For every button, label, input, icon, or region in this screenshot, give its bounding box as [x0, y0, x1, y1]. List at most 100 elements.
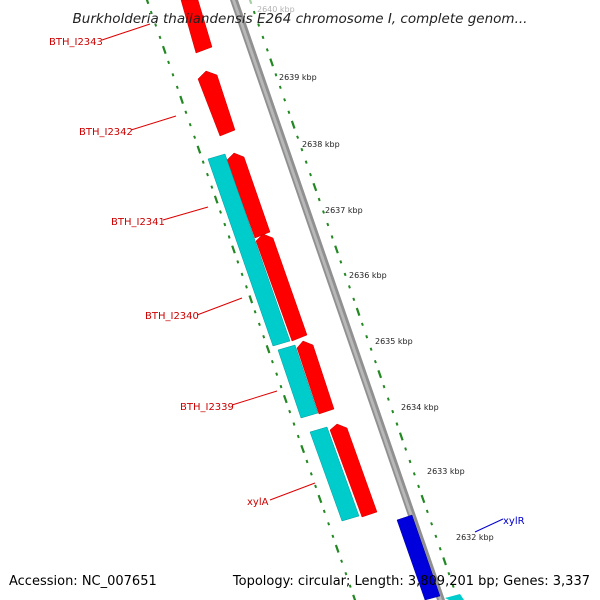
- gene-label-xylr[interactable]: xylR: [503, 516, 525, 527]
- inner-ruler-tick: [245, 285, 248, 289]
- gene-arrow-bth-i2339[interactable]: [296, 340, 335, 415]
- tick-label-2637: 2637 kbp: [325, 206, 363, 215]
- gene-label-bth-i2341[interactable]: BTH_I2341: [111, 217, 165, 228]
- inner-ruler-tick: [231, 245, 236, 254]
- outer-ruler-tick: [343, 272, 347, 277]
- outer-ruler-tick: [309, 172, 312, 177]
- gene-labels: BTH_I2343 BTH_I2342 BTH_I2341 BTH_I2340 …: [49, 37, 525, 527]
- outer-ruler-tick: [369, 347, 373, 351]
- outer-ruler-tick: [287, 110, 291, 115]
- label-connectors: [101, 23, 504, 533]
- outer-ruler-tick: [438, 546, 442, 551]
- inner-ruler-tick: [279, 384, 283, 389]
- top-fade: [248, 0, 288, 10]
- inner-ruler-tick: [265, 345, 271, 354]
- connector-xyla: [269, 482, 316, 501]
- outer-ruler-tick: [373, 359, 377, 364]
- inner-ruler-tick: [145, 0, 150, 5]
- inner-ruler-tick: [179, 95, 184, 104]
- outer-ruler-tick: [269, 58, 274, 67]
- inner-tick-ruler: [145, 0, 357, 600]
- outer-ruler-tick: [395, 422, 399, 426]
- gene-arrow-bth-i2340[interactable]: [255, 233, 308, 342]
- outer-ruler-tick: [290, 120, 296, 129]
- inner-ruler-tick: [270, 359, 274, 364]
- inner-ruler-tick: [305, 459, 309, 464]
- outer-ruler-tick: [278, 85, 282, 90]
- outer-ruler-tick: [252, 10, 256, 15]
- gene-label-bth-i2340[interactable]: BTH_I2340: [145, 311, 199, 322]
- inner-ruler-tick: [201, 160, 205, 164]
- inner-ruler-tick: [296, 434, 300, 439]
- outer-ruler-tick: [296, 135, 300, 139]
- outer-ruler-tick: [451, 584, 455, 588]
- inner-ruler-tick: [288, 409, 292, 414]
- inner-ruler-tick: [188, 122, 192, 127]
- outer-ruler-tick: [442, 557, 447, 566]
- outer-ruler-tick: [430, 522, 434, 526]
- inner-ruler-tick: [334, 544, 340, 553]
- outer-ruler-tick: [386, 397, 390, 401]
- connector-bth-i2343: [101, 23, 151, 41]
- outer-ruler-tick: [261, 35, 265, 40]
- inner-ruler-tick: [331, 534, 335, 539]
- tick-label-2632: 2632 kbp: [456, 533, 494, 542]
- tick-label-2635: 2635 kbp: [375, 337, 413, 346]
- inner-ruler-tick: [317, 494, 323, 504]
- outer-ruler-tick: [355, 307, 361, 316]
- tick-label-2639: 2639 kbp: [279, 73, 317, 82]
- gene-label-bth-i2342[interactable]: BTH_I2342: [79, 127, 133, 138]
- outer-ruler-tick: [404, 447, 408, 451]
- inner-ruler-tick: [275, 372, 279, 376]
- outer-tick-ruler: [248, 0, 459, 600]
- outer-ruler-tick: [377, 370, 383, 379]
- inner-ruler-tick: [292, 422, 296, 426]
- tick-label-2634: 2634 kbp: [401, 403, 439, 412]
- inner-ruler-tick: [253, 310, 257, 314]
- gene-block-xylr[interactable]: [396, 514, 441, 600]
- gene-arrow-xyla[interactable]: [329, 423, 378, 518]
- inner-ruler-tick: [227, 235, 231, 239]
- outer-ruler-tick: [434, 534, 438, 539]
- inner-ruler-tick: [300, 444, 306, 454]
- cyan-gene-4[interactable]: [445, 594, 464, 600]
- outer-ruler-tick: [412, 472, 416, 476]
- outer-ruler-tick: [283, 98, 287, 102]
- connector-bth-i2340: [196, 297, 243, 316]
- inner-ruler-tick: [282, 394, 288, 404]
- outer-ruler-tick: [348, 285, 351, 289]
- inner-ruler-tick: [327, 522, 331, 526]
- gene-label-bth-i2343[interactable]: BTH_I2343: [49, 37, 103, 48]
- reverse-genes: [207, 153, 464, 600]
- gene-arrow-bth-i2341[interactable]: [226, 152, 271, 239]
- tick-labels: 2640 kbp 2639 kbp 2638 kbp 2637 kbp 2636…: [257, 5, 494, 542]
- inner-ruler-tick: [322, 509, 326, 514]
- outer-ruler-tick: [257, 23, 261, 27]
- inner-ruler-tick: [193, 135, 197, 139]
- tick-label-2640: 2640 kbp: [257, 5, 295, 14]
- outer-ruler-tick: [265, 48, 269, 52]
- outer-ruler-tick: [326, 222, 330, 227]
- connector-bth-i2341: [162, 206, 209, 221]
- connector-xylr: [474, 518, 504, 533]
- gene-label-xyla[interactable]: xylA: [247, 497, 269, 508]
- outer-ruler-tick: [417, 484, 421, 489]
- gene-arrow-bth-i2342[interactable]: [197, 70, 236, 137]
- cyan-gene-2[interactable]: [277, 344, 319, 419]
- inner-ruler-tick: [196, 145, 202, 154]
- outer-ruler-tick: [322, 210, 325, 214]
- tick-label-2638: 2638 kbp: [302, 140, 340, 149]
- outer-ruler-tick: [352, 297, 356, 302]
- outer-ruler-tick: [365, 334, 369, 339]
- cyan-gene-3[interactable]: [309, 426, 360, 522]
- gene-arrow-bth-i2343[interactable]: [180, 0, 213, 54]
- outer-ruler-tick: [420, 494, 426, 504]
- outer-ruler-tick: [382, 384, 386, 389]
- inner-ruler-tick: [348, 584, 352, 588]
- inner-ruler-tick: [154, 23, 158, 27]
- cyan-gene-1[interactable]: [207, 153, 291, 347]
- gene-label-bth-i2339[interactable]: BTH_I2339: [180, 402, 234, 413]
- outer-ruler-tick: [408, 459, 412, 464]
- inner-ruler-tick: [236, 260, 240, 264]
